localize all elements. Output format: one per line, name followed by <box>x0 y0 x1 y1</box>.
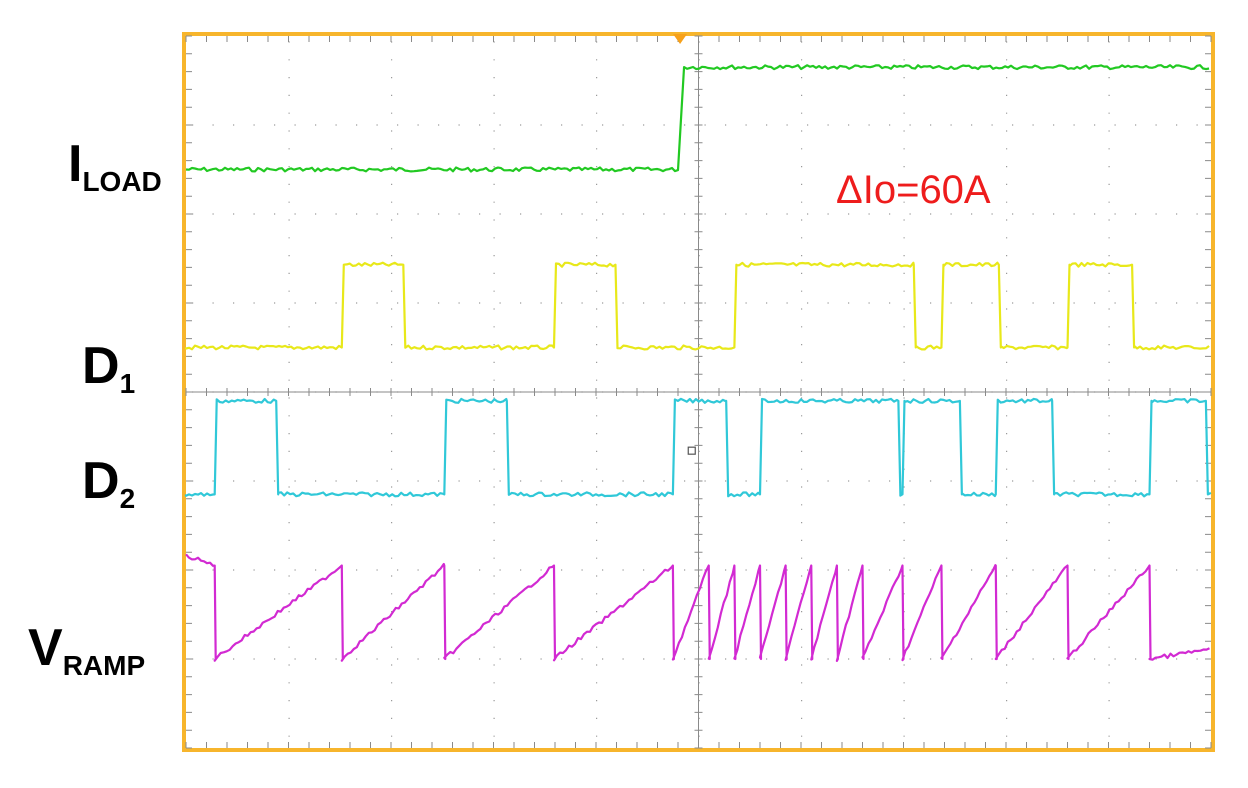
label-d2: D2 <box>82 452 136 514</box>
trace-d1 <box>184 261 1210 351</box>
label-d1: D1 <box>82 337 136 399</box>
delta-io-annotation: ΔIo=60A <box>836 168 991 212</box>
trigger-marker <box>673 34 688 44</box>
trace-d2 <box>184 397 1212 498</box>
label-vramp: VRAMP <box>28 619 146 681</box>
trace-vramp <box>185 553 1210 662</box>
label-iload: ILOAD <box>68 135 162 197</box>
trace-iload <box>185 64 1210 173</box>
axis-ticks <box>185 35 1212 749</box>
cursor-marker <box>687 446 696 455</box>
